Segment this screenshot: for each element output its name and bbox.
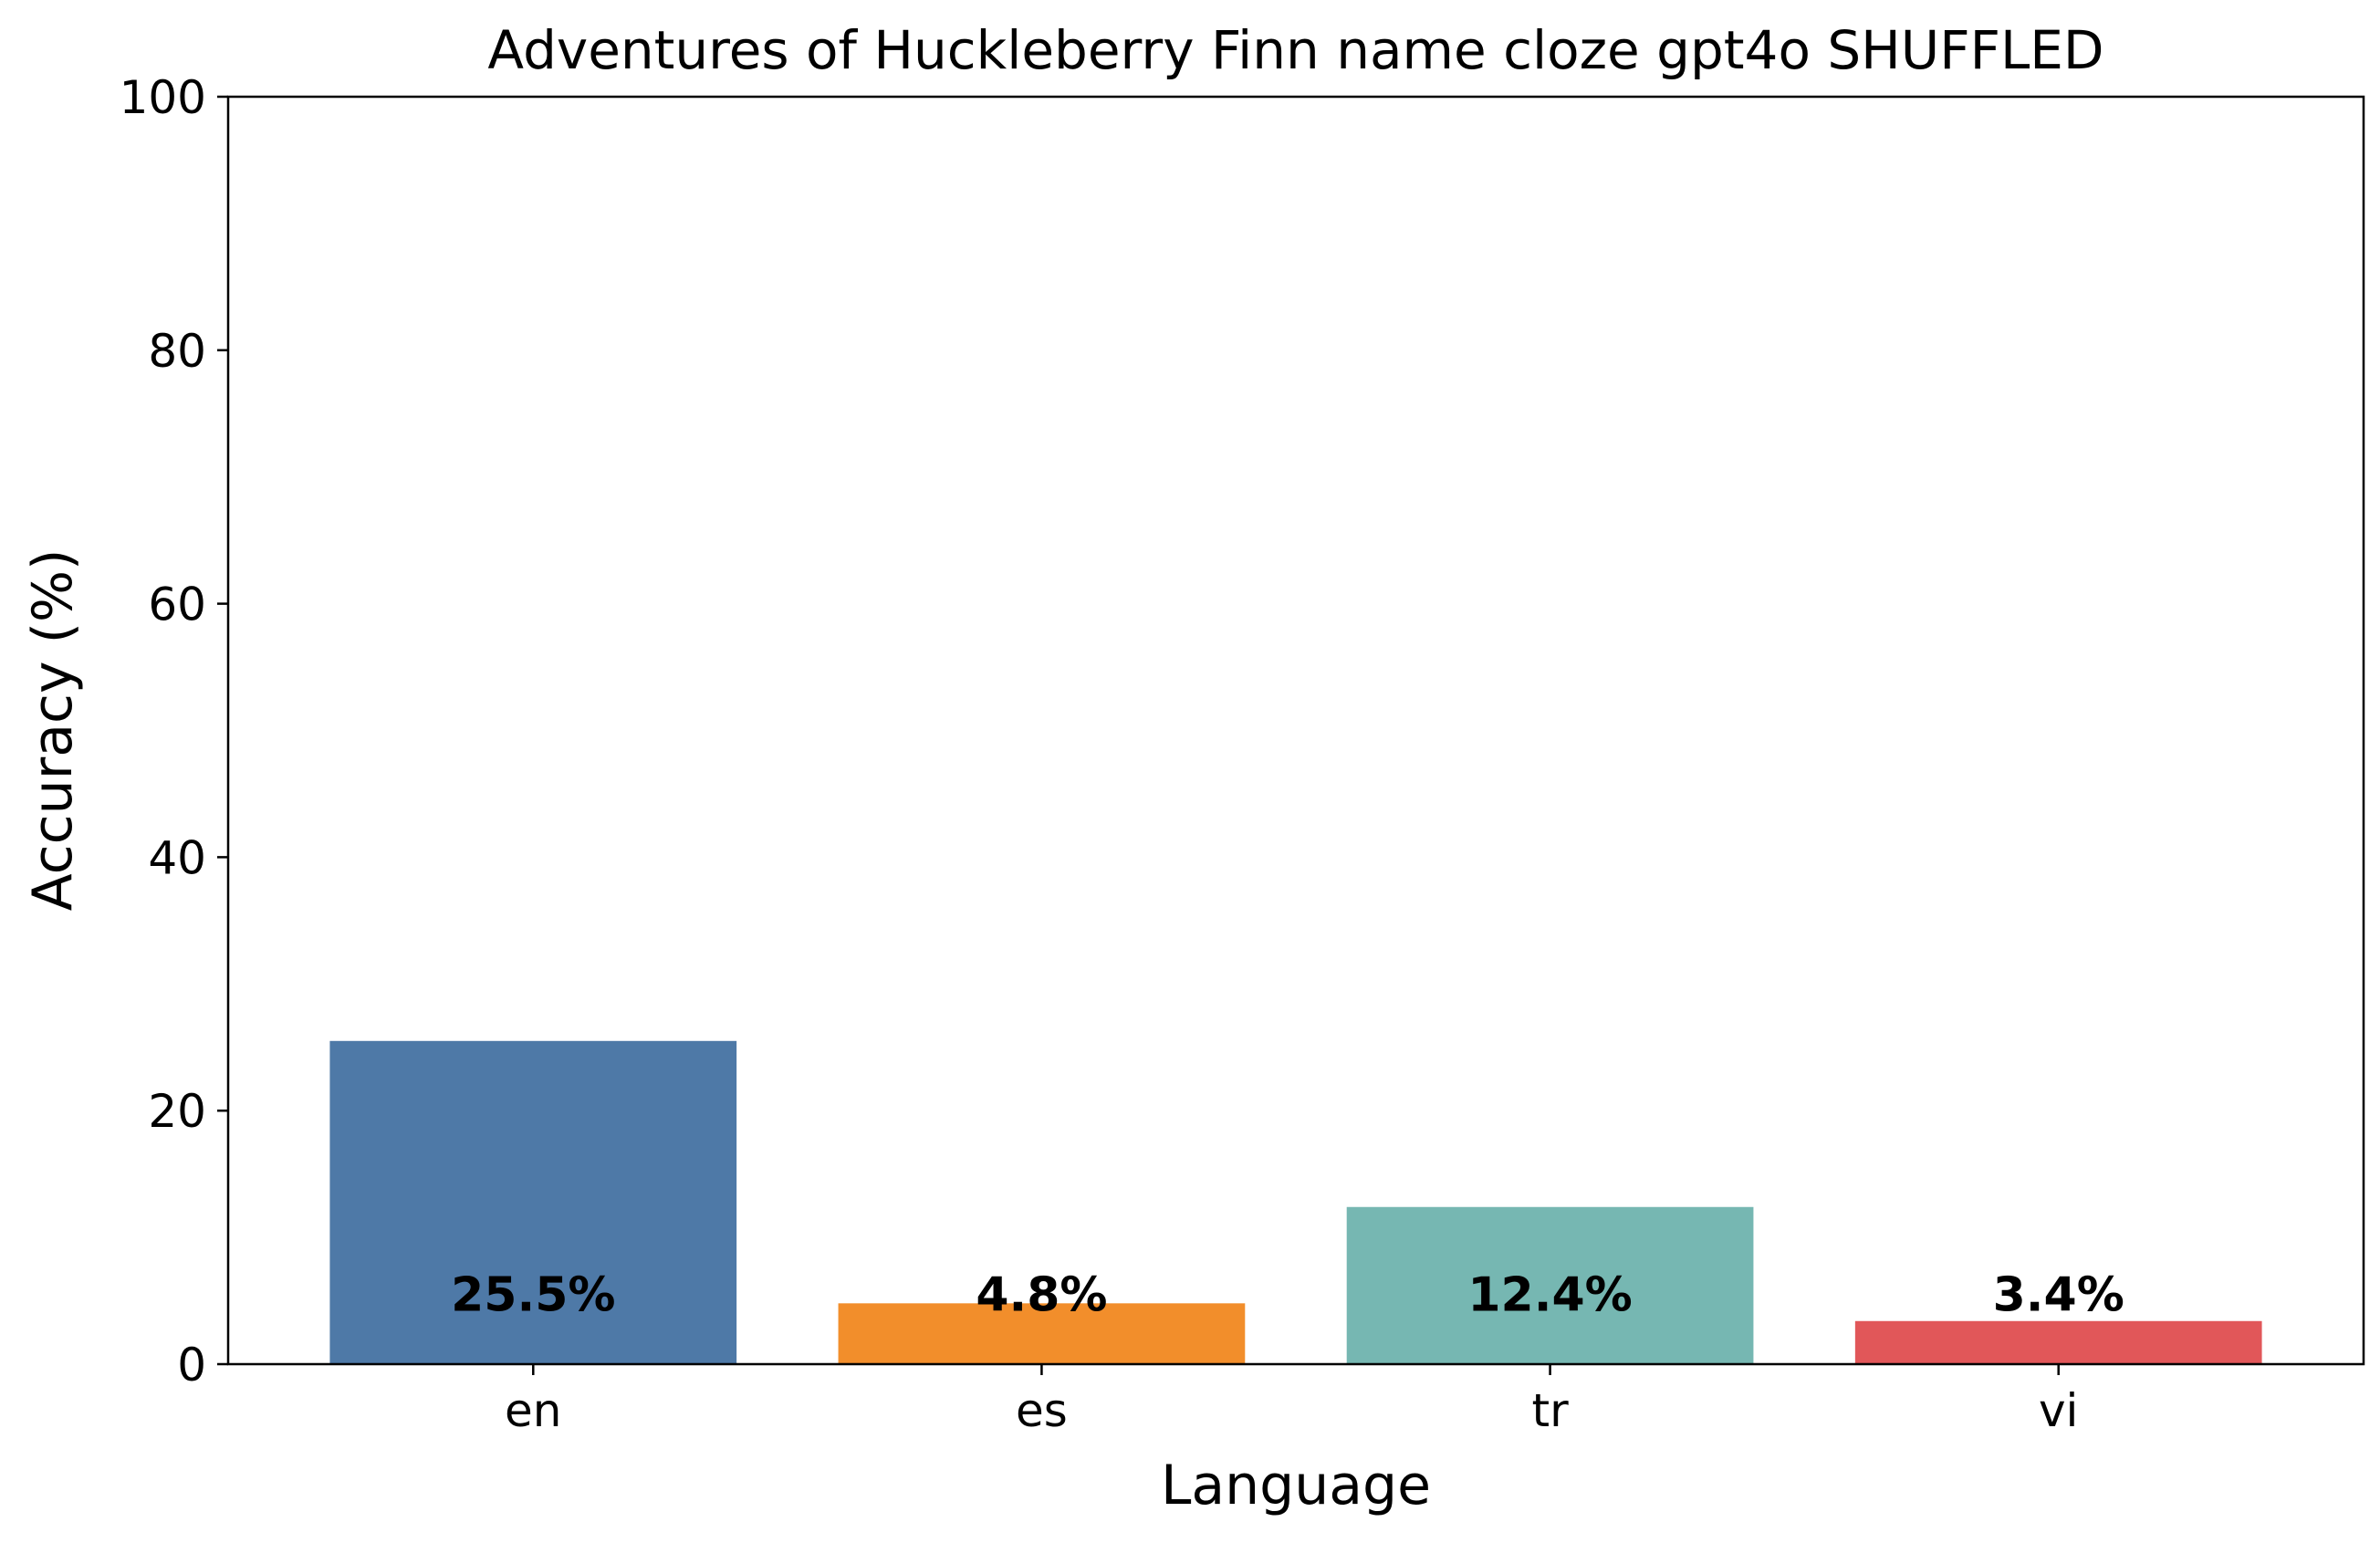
x-tick-label-en: en (505, 1384, 561, 1437)
bar-vi (1854, 1320, 2262, 1364)
x-axis: en es tr vi (505, 1364, 2078, 1437)
x-tick-label-vi: vi (2039, 1384, 2078, 1437)
y-tick-label-40: 40 (148, 831, 206, 884)
data-label-es: 4.8% (976, 1268, 1107, 1323)
y-tick-label-100: 100 (120, 71, 206, 124)
chart-title: Adventures of Huckleberry Finn name cloz… (487, 19, 2103, 81)
data-label-vi: 3.4% (1993, 1268, 2124, 1323)
y-tick-label-60: 60 (148, 579, 206, 631)
bar-tr (1346, 1206, 1754, 1364)
y-tick-label-80: 80 (148, 325, 206, 378)
y-axis-label: Accuracy (%) (21, 549, 85, 912)
x-axis-label: Language (1161, 1454, 1431, 1517)
plot-frame (226, 95, 2365, 1366)
bar-group (329, 1040, 2262, 1364)
x-tick-label-tr: tr (1531, 1384, 1569, 1437)
data-label-tr: 12.4% (1467, 1268, 1632, 1323)
data-label-en: 25.5% (451, 1268, 615, 1323)
y-axis: 0 20 40 60 80 100 (120, 71, 228, 1392)
x-tick-label-es: es (1016, 1384, 1068, 1437)
bar-en (329, 1040, 737, 1364)
y-tick-label-0: 0 (177, 1339, 206, 1392)
data-label-group: 25.5% 4.8% 12.4% 3.4% (451, 1268, 2124, 1323)
y-tick-label-20: 20 (148, 1085, 206, 1138)
bar-es (838, 1303, 1246, 1364)
